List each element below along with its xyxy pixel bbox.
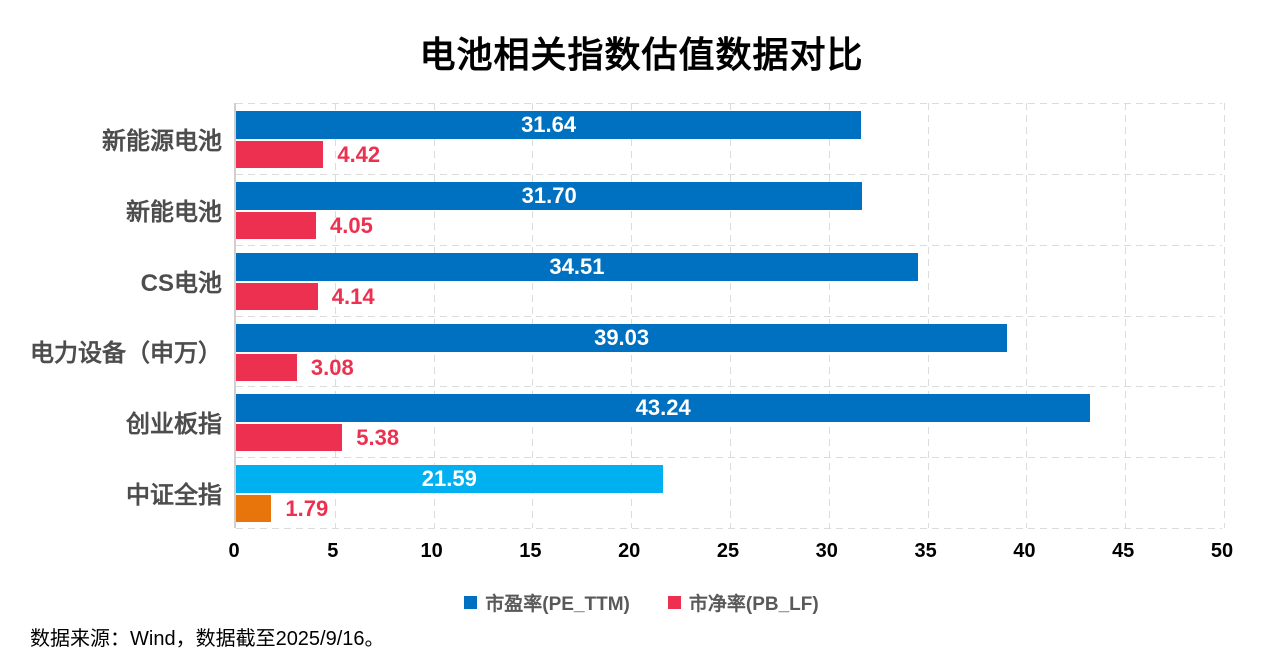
gridline-vertical xyxy=(1026,103,1028,528)
x-tick-label: 0 xyxy=(228,540,240,562)
category-label: CS电池 xyxy=(140,269,222,297)
bar-pb xyxy=(236,282,318,310)
gridline-horizontal xyxy=(236,457,1222,458)
bar-value-label: 34.51 xyxy=(549,253,605,279)
gridline-horizontal xyxy=(236,103,1222,104)
bar-pb xyxy=(236,211,317,239)
bar-pe: 31.70 xyxy=(236,181,863,210)
gridline-vertical xyxy=(1224,103,1225,528)
chart-title: 电池相关指数估值数据对比 xyxy=(419,34,864,75)
legend-item: 市盈率(PE_TTM) xyxy=(464,589,630,616)
bar-value-label: 21.59 xyxy=(421,466,477,492)
gridline-horizontal xyxy=(236,386,1222,387)
legend-item: 市净率(PB_LF) xyxy=(667,589,819,616)
gridline-vertical xyxy=(631,103,633,528)
bar-value-label: 4.05 xyxy=(330,212,373,238)
bar-pe: 31.64 xyxy=(236,111,862,139)
x-tick-label: 50 xyxy=(1210,540,1234,562)
bar-pe: 21.59 xyxy=(236,465,663,494)
x-tick-label: 10 xyxy=(420,540,443,562)
x-tick-label: 20 xyxy=(618,540,641,562)
y-axis-labels: 新能源电池新能电池 CS电池电力设备（申万） 创业板指中证全指 xyxy=(0,103,222,528)
gridline-vertical xyxy=(927,103,929,528)
bar-value-label: 1.79 xyxy=(285,496,329,522)
plot-area: 31.64 4.42 31.70 4.05 34.51 4.14 39.03 3.08 43.2… xyxy=(234,103,1225,529)
bar-value-label: 5.38 xyxy=(356,425,400,451)
gridline-vertical xyxy=(828,103,830,528)
bar-value-label: 3.08 xyxy=(310,354,354,380)
bar-value-label: 43.24 xyxy=(635,395,691,421)
gridline-vertical xyxy=(433,103,435,528)
x-tick-label: 5 xyxy=(327,540,339,562)
legend-label: 市盈率(PE_TTM) xyxy=(485,594,630,615)
bar-value-label: 39.03 xyxy=(594,324,650,350)
gridline-horizontal xyxy=(236,245,1222,246)
category-label: 电力设备（申万） xyxy=(30,340,222,368)
bar-pb xyxy=(236,141,324,168)
legend-swatch xyxy=(464,596,478,609)
category-label: 创业板指 xyxy=(126,411,222,439)
category-label: 中证全指 xyxy=(126,482,222,510)
bar-pb xyxy=(236,353,297,381)
x-tick-label: 40 xyxy=(1013,540,1036,562)
legend-swatch xyxy=(667,596,681,609)
bar-pe: 39.03 xyxy=(236,323,1008,352)
x-axis: 0 5 10 15 20 25 30 35 40 45 50 xyxy=(228,540,1233,568)
bar-value-label: 4.14 xyxy=(331,283,375,309)
source-note: 数据来源：Wind，数据截至2025/9/16。 xyxy=(30,628,385,650)
x-tick-label: 25 xyxy=(716,540,740,562)
bar-pb xyxy=(236,424,343,452)
x-tick-label: 30 xyxy=(815,540,838,562)
gridline-vertical xyxy=(532,103,534,528)
x-tick-label: 15 xyxy=(519,540,542,562)
category-label: 新能源电池 xyxy=(102,127,222,155)
bar-value-label: 31.70 xyxy=(521,182,577,208)
category-label: 新能电池 xyxy=(126,198,222,226)
bar-pb xyxy=(236,495,272,523)
bar-value-label: 31.64 xyxy=(521,112,577,137)
gridline-vertical xyxy=(730,103,731,528)
x-tick-label: 35 xyxy=(914,540,937,562)
bar-value-label: 4.42 xyxy=(337,142,381,167)
gridline-horizontal xyxy=(236,316,1222,317)
x-tick-label: 45 xyxy=(1112,540,1135,562)
legend-label: 市净率(PB_LF) xyxy=(688,594,819,615)
gridline-horizontal xyxy=(236,174,1222,175)
gridline-vertical xyxy=(1125,103,1127,528)
legend: 市盈率(PE_TTM) 市净率(PB_LF) xyxy=(0,589,1283,616)
bar-pe: 43.24 xyxy=(236,394,1091,423)
gridline-horizontal xyxy=(236,528,1222,529)
bar-pe: 34.51 xyxy=(236,252,918,281)
gridline-vertical xyxy=(334,103,336,528)
